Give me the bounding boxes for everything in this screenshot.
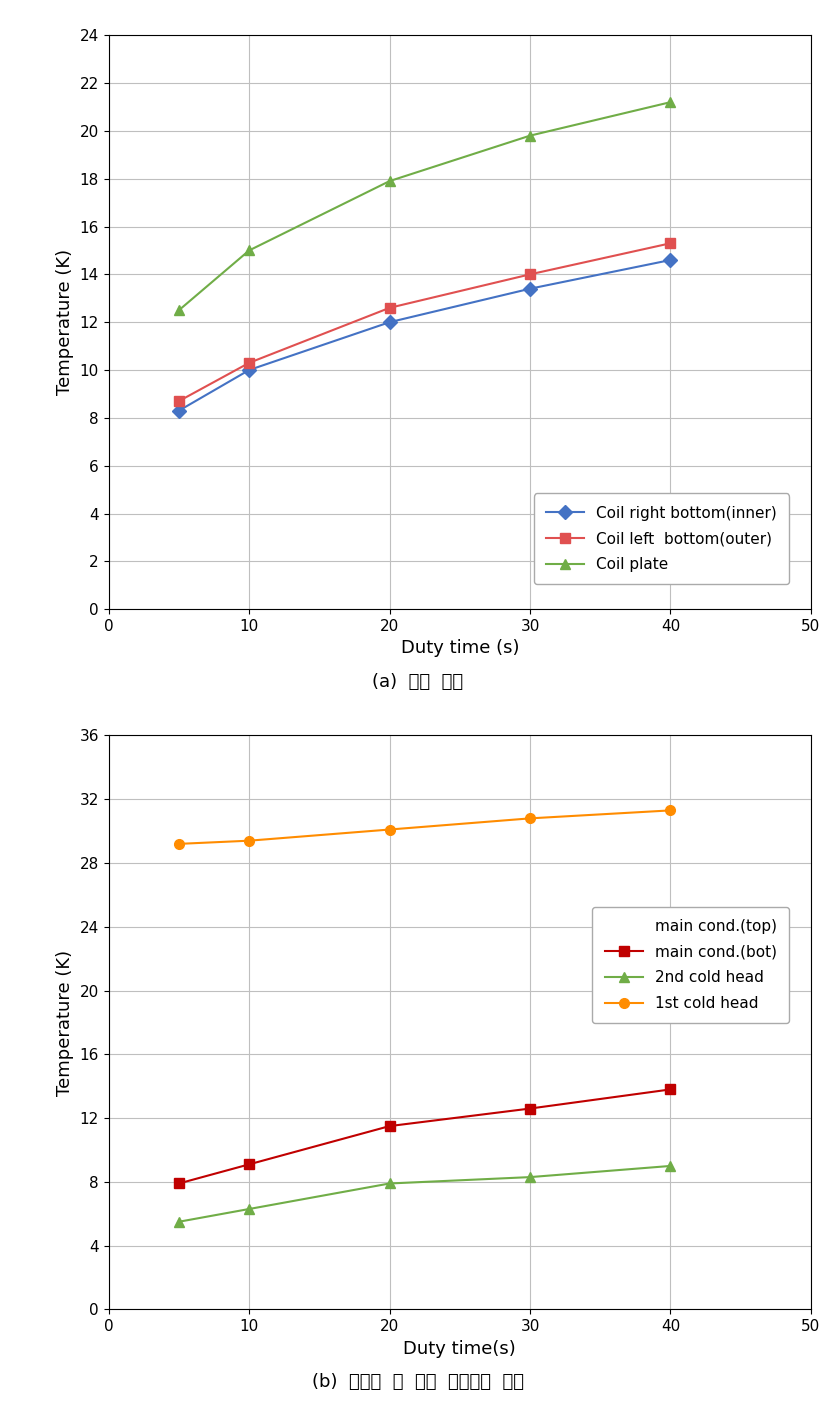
main cond.(top) — [174, 1169, 184, 1186]
Legend: main cond.(top), main cond.(bot), 2nd cold head, 1st cold head: main cond.(top), main cond.(bot), 2nd co… — [593, 907, 789, 1024]
Coil right bottom(inner) — [244, 362, 254, 379]
Line: main cond.(bot): main cond.(bot) — [174, 1084, 675, 1188]
main cond.(bot) — [174, 1176, 184, 1193]
Text: (a)  코일  온도: (a) 코일 온도 — [372, 673, 464, 690]
Coil plate — [525, 127, 535, 144]
Coil plate — [385, 173, 395, 190]
Coil left  bottom(outer) — [174, 393, 184, 410]
Coil plate — [665, 94, 675, 111]
Coil right bottom(inner) — [174, 403, 184, 420]
Coil left  bottom(outer) — [665, 235, 675, 252]
Coil right bottom(inner) — [525, 280, 535, 297]
1st cold head — [174, 835, 184, 852]
main cond.(bot) — [244, 1156, 254, 1173]
2nd cold head — [174, 1214, 184, 1231]
Legend: Coil right bottom(inner), Coil left  bottom(outer), Coil plate: Coil right bottom(inner), Coil left bott… — [533, 493, 789, 584]
Coil right bottom(inner) — [385, 314, 395, 331]
main cond.(top) — [665, 1069, 675, 1086]
main cond.(top) — [244, 1142, 254, 1159]
X-axis label: Duty time(s): Duty time(s) — [404, 1340, 516, 1357]
Coil left  bottom(outer) — [244, 355, 254, 372]
main cond.(bot) — [385, 1118, 395, 1135]
main cond.(top) — [525, 1087, 535, 1104]
Coil right bottom(inner) — [665, 252, 675, 269]
Coil left  bottom(outer) — [385, 300, 395, 317]
main cond.(bot) — [665, 1081, 675, 1098]
X-axis label: Duty time (s): Duty time (s) — [400, 639, 519, 658]
Coil left  bottom(outer) — [525, 266, 535, 283]
2nd cold head — [385, 1176, 395, 1193]
Line: 2nd cold head: 2nd cold head — [174, 1162, 675, 1226]
Y-axis label: Temperature (K): Temperature (K) — [56, 949, 74, 1095]
1st cold head — [665, 803, 675, 819]
2nd cold head — [665, 1157, 675, 1174]
2nd cold head — [244, 1201, 254, 1218]
Coil plate — [244, 242, 254, 259]
Line: 1st cold head: 1st cold head — [174, 805, 675, 849]
Line: Coil left  bottom(outer): Coil left bottom(outer) — [174, 238, 675, 406]
main cond.(top) — [385, 1110, 395, 1126]
main cond.(bot) — [525, 1100, 535, 1117]
Coil plate — [174, 301, 184, 318]
1st cold head — [525, 810, 535, 826]
Y-axis label: Temperature (K): Temperature (K) — [56, 249, 74, 396]
1st cold head — [385, 821, 395, 838]
Text: (b)  냉동기  및  상하  열전도판  온도: (b) 냉동기 및 상하 열전도판 온도 — [312, 1373, 524, 1391]
2nd cold head — [525, 1169, 535, 1186]
Line: main cond.(top): main cond.(top) — [174, 1071, 675, 1181]
1st cold head — [244, 832, 254, 849]
Line: Coil plate: Coil plate — [174, 97, 675, 315]
Line: Coil right bottom(inner): Coil right bottom(inner) — [174, 255, 675, 415]
